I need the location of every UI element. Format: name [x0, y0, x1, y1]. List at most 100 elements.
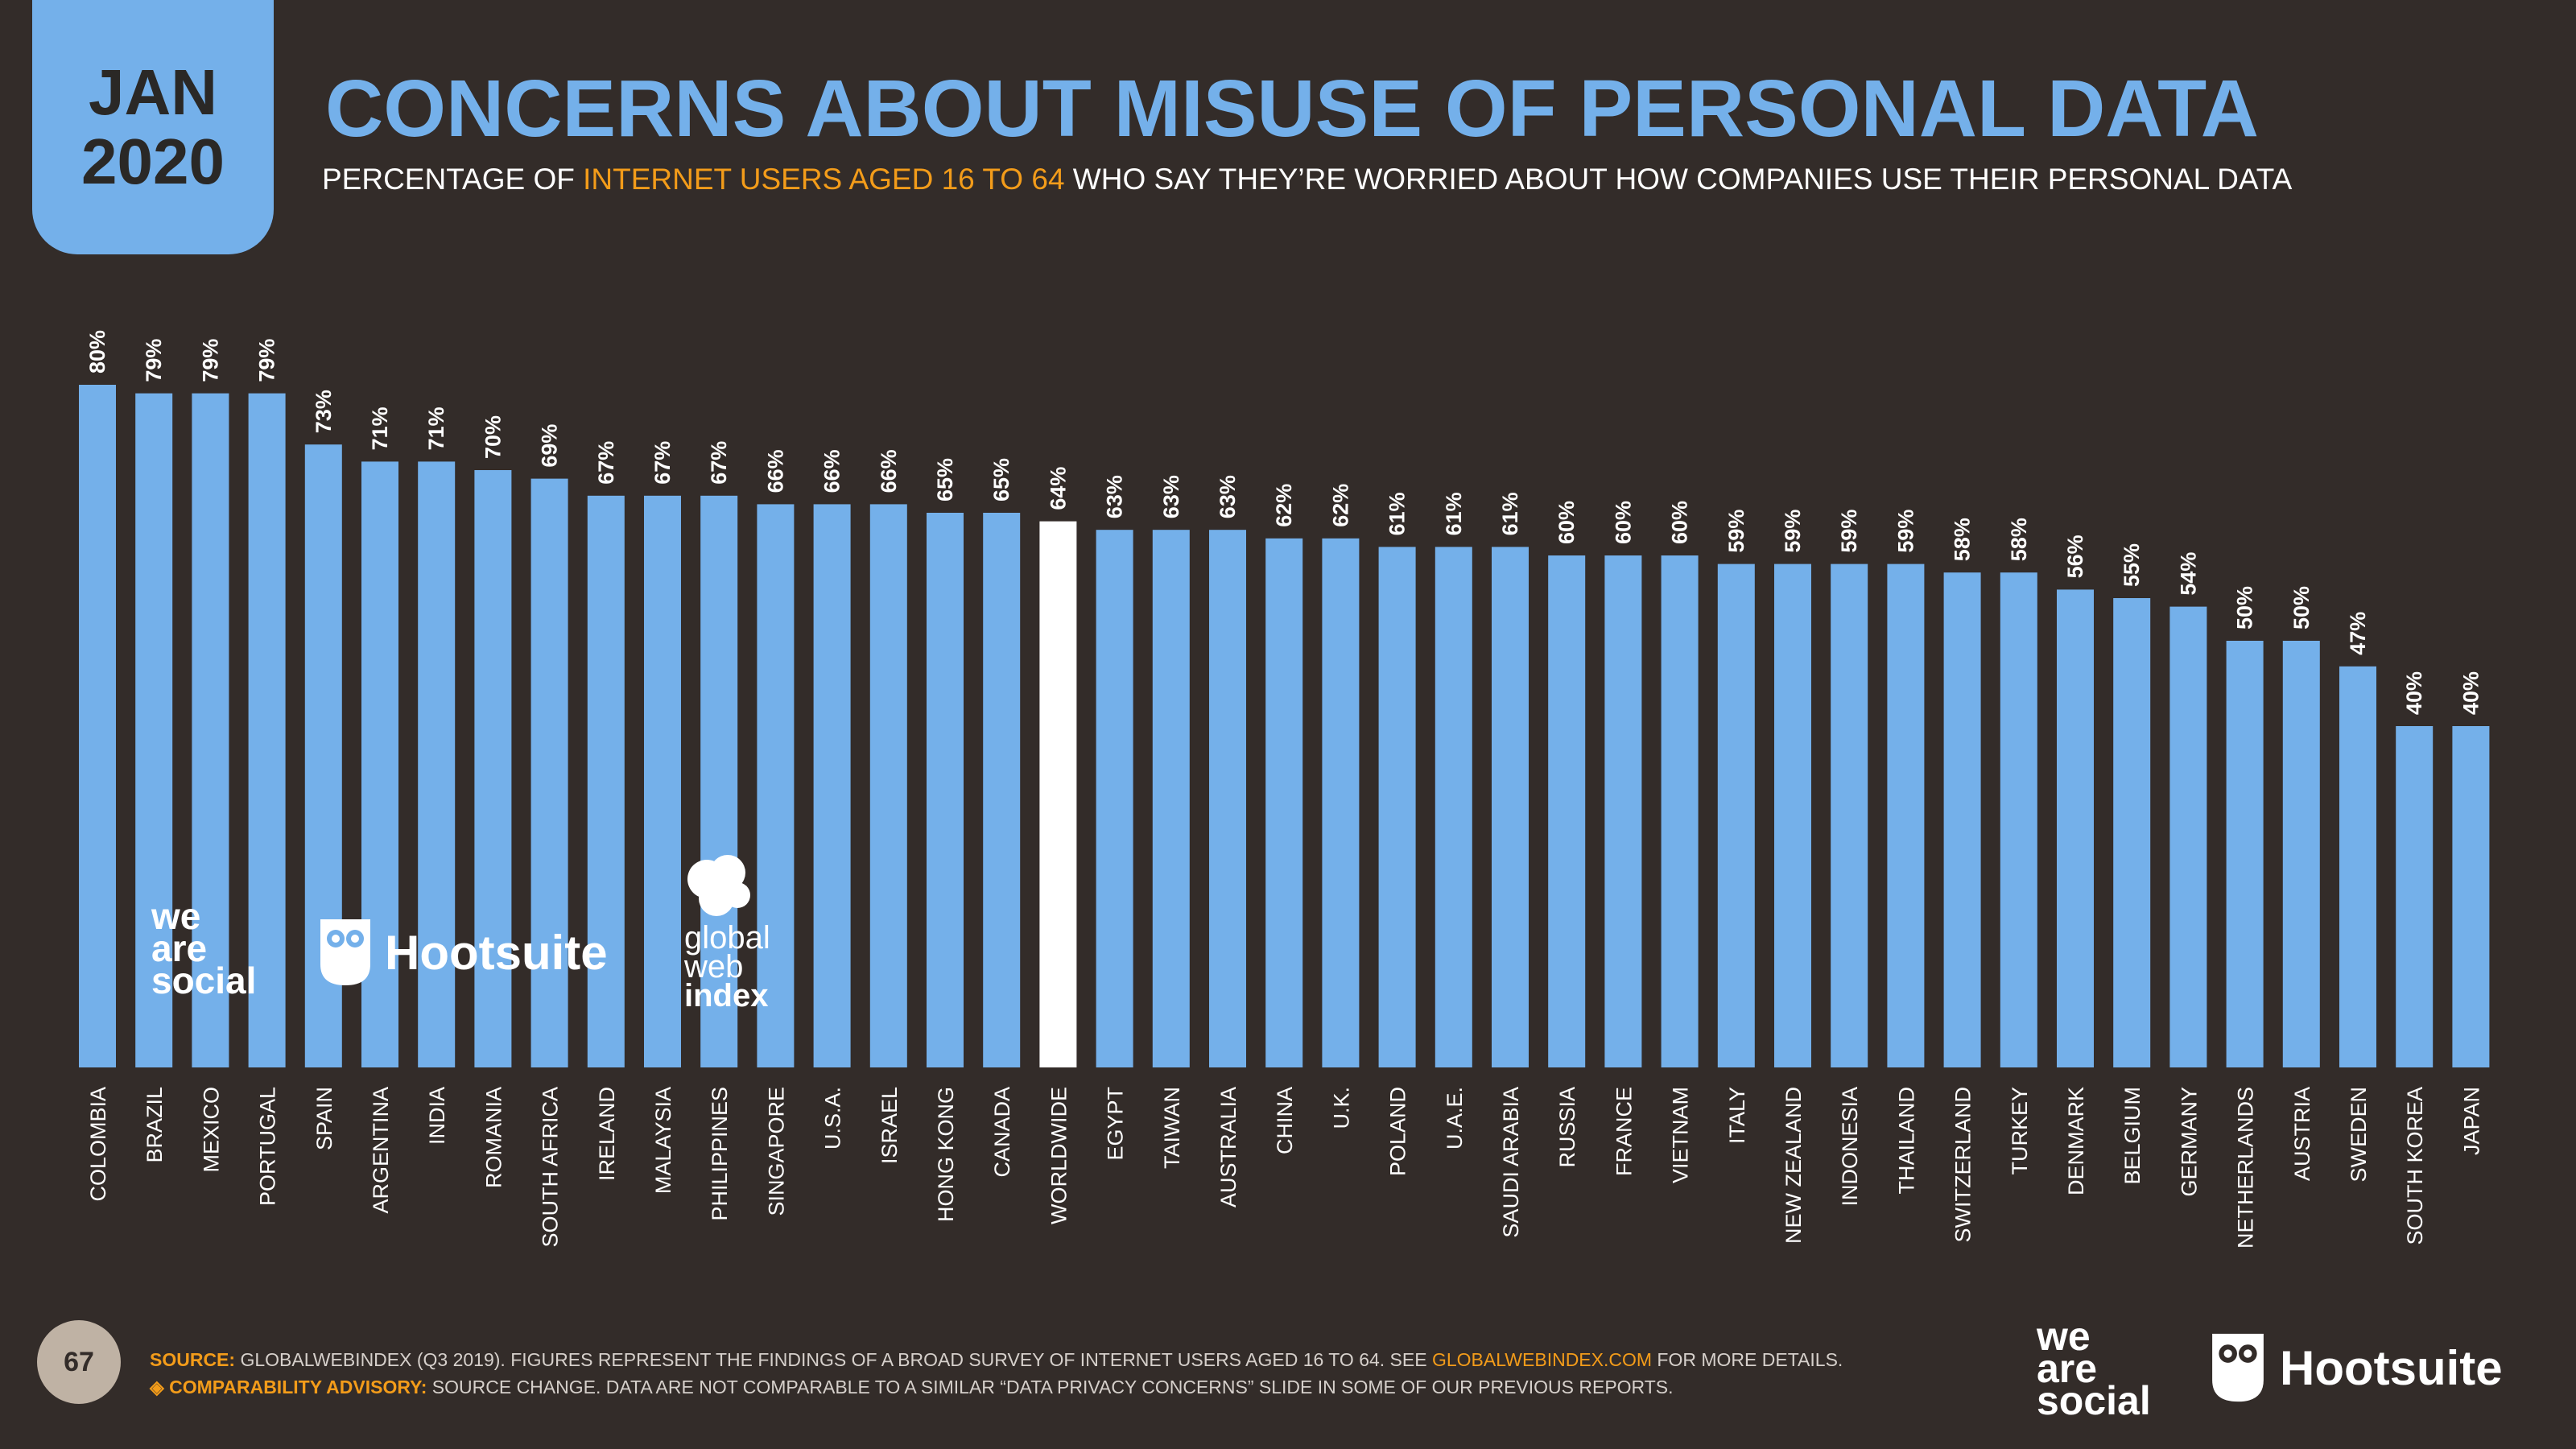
- value-label-poland: 61%: [1385, 492, 1410, 535]
- advisory-text: SOURCE CHANGE. DATA ARE NOT COMPARABLE T…: [427, 1377, 1674, 1397]
- bar-india: [418, 461, 456, 1067]
- bar-mexico: [192, 393, 229, 1068]
- value-label-u-s-a: 66%: [820, 449, 844, 493]
- source-tail: FOR MORE DETAILS.: [1652, 1349, 1843, 1370]
- bar-indonesia: [1831, 564, 1868, 1067]
- category-label-romania: ROMANIA: [481, 1087, 506, 1188]
- bar-u-a-e: [1435, 547, 1472, 1067]
- bar-israel: [869, 504, 907, 1067]
- category-label-sweden: SWEDEN: [2347, 1087, 2371, 1183]
- category-label-saudi-arabia: SAUDI ARABIA: [1499, 1087, 1523, 1238]
- footer-notes: SOURCE: GLOBALWEBINDEX (Q3 2019). FIGURE…: [150, 1346, 1843, 1401]
- bar-romania: [474, 470, 512, 1067]
- category-label-germany: GERMANY: [2177, 1087, 2201, 1197]
- value-label-sweden: 47%: [2346, 612, 2370, 655]
- category-label-hong-kong: HONG KONG: [934, 1087, 958, 1222]
- category-label-u-a-e: U.A.E.: [1443, 1087, 1467, 1150]
- value-label-saudi-arabia: 61%: [1498, 492, 1522, 535]
- bar-new-zealand: [1774, 564, 1811, 1067]
- category-label-china: CHINA: [1273, 1087, 1297, 1154]
- bar-turkey: [2000, 572, 2037, 1067]
- category-label-netherlands: NETHERLANDS: [2234, 1087, 2258, 1249]
- value-label-australia: 63%: [1216, 475, 1240, 518]
- bar-hong-kong: [927, 513, 964, 1067]
- value-label-worldwide: 64%: [1046, 467, 1070, 510]
- value-label-portugal: 79%: [255, 339, 279, 382]
- category-label-austria: AUSTRIA: [2290, 1087, 2314, 1181]
- bar-u-k: [1322, 538, 1360, 1067]
- category-label-vietnam: VIETNAM: [1669, 1087, 1693, 1183]
- advisory-key: ◈ COMPARABILITY ADVISORY:: [150, 1377, 427, 1397]
- value-label-austria: 50%: [2289, 586, 2314, 630]
- we-are-social-inline-logo: we are social: [151, 898, 256, 999]
- category-label-indonesia: INDONESIA: [1838, 1087, 1862, 1207]
- value-label-israel: 66%: [877, 449, 901, 493]
- category-label-ireland: IRELAND: [595, 1087, 619, 1181]
- date-year: 2020: [81, 126, 225, 197]
- category-label-brazil: BRAZIL: [142, 1087, 167, 1163]
- footer-logo-word-3: social: [2037, 1378, 2151, 1423]
- subtitle-highlight: INTERNET USERS AGED 16 TO 64: [583, 163, 1065, 196]
- value-label-thailand: 59%: [1893, 510, 1918, 553]
- we-are-social-footer-logo: we are social: [2037, 1314, 2151, 1423]
- bar-japan: [2452, 726, 2490, 1067]
- footer-logo-word-2: are: [2037, 1346, 2098, 1391]
- bar-brazil: [135, 393, 173, 1068]
- bar-austria: [2282, 641, 2320, 1067]
- owl-icon: [2212, 1333, 2264, 1402]
- bar-poland: [1378, 547, 1416, 1067]
- value-label-netherlands: 50%: [2233, 586, 2257, 630]
- hootsuite-footer-logo: Hootsuite: [2209, 1330, 2503, 1406]
- value-label-china: 62%: [1272, 484, 1296, 527]
- category-label-u-k: U.K.: [1329, 1087, 1353, 1129]
- value-label-indonesia: 59%: [1837, 510, 1861, 553]
- page-title: CONCERNS ABOUT MISUSE OF PERSONAL DATA: [325, 64, 2259, 154]
- category-label-portugal: PORTUGAL: [256, 1087, 280, 1206]
- category-label-denmark: DENMARK: [2064, 1087, 2088, 1195]
- category-label-turkey: TURKEY: [2008, 1087, 2032, 1175]
- source-link[interactable]: GLOBALWEBINDEX.COM: [1431, 1349, 1653, 1370]
- bar-france: [1604, 555, 1642, 1067]
- bar-south-korea: [2396, 726, 2434, 1067]
- page-subtitle: PERCENTAGE OF INTERNET USERS AGED 16 TO …: [322, 163, 2292, 196]
- value-label-vietnam: 60%: [1668, 501, 1692, 544]
- category-label-switzerland: SWITZERLAND: [1951, 1087, 1975, 1243]
- source-line: SOURCE: GLOBALWEBINDEX (Q3 2019). FIGURE…: [150, 1346, 1843, 1373]
- category-label-spain: SPAIN: [312, 1087, 336, 1150]
- category-label-poland: POLAND: [1386, 1087, 1410, 1176]
- category-label-south-africa: SOUTH AFRICA: [539, 1087, 563, 1248]
- value-label-u-a-e: 61%: [1442, 492, 1466, 535]
- value-label-france: 60%: [1611, 501, 1635, 544]
- category-label-japan: JAPAN: [2459, 1087, 2483, 1155]
- subtitle-post: WHO SAY THEY’RE WORRIED ABOUT HOW COMPAN…: [1064, 163, 2293, 196]
- value-label-brazil: 79%: [142, 339, 166, 382]
- category-label-italy: ITALY: [1725, 1087, 1749, 1144]
- value-label-belgium: 55%: [2120, 543, 2144, 587]
- date-month: JAN: [88, 56, 218, 128]
- value-label-taiwan: 63%: [1159, 475, 1183, 518]
- bar-italy: [1717, 564, 1755, 1067]
- date-badge: JAN 2020: [32, 0, 274, 254]
- category-label-israel: ISRAEL: [877, 1087, 902, 1164]
- category-label-mexico: MEXICO: [199, 1087, 223, 1173]
- value-label-canada: 65%: [989, 458, 1013, 502]
- category-label-france: FRANCE: [1612, 1087, 1636, 1176]
- owl-icon: [320, 919, 370, 985]
- category-label-canada: CANADA: [990, 1087, 1014, 1178]
- category-label-malaysia: MALAYSIA: [651, 1087, 675, 1194]
- value-label-singapore: 66%: [763, 449, 787, 493]
- gwi-inline-logo: global web index: [684, 852, 770, 1012]
- value-label-turkey: 58%: [2007, 518, 2031, 561]
- bar-portugal: [248, 393, 286, 1068]
- bar-denmark: [2057, 589, 2094, 1067]
- value-label-ireland: 67%: [594, 441, 618, 485]
- category-label-argentina: ARGENTINA: [369, 1087, 393, 1214]
- value-label-egypt: 63%: [1103, 475, 1127, 518]
- value-label-south-africa: 69%: [538, 424, 562, 468]
- footer-logo-word-1: we: [2037, 1314, 2091, 1359]
- value-label-romania: 70%: [481, 415, 505, 459]
- value-label-malaysia: 67%: [650, 441, 675, 485]
- bar-switzerland: [1943, 572, 1981, 1067]
- category-label-singapore: SINGAPORE: [764, 1087, 788, 1216]
